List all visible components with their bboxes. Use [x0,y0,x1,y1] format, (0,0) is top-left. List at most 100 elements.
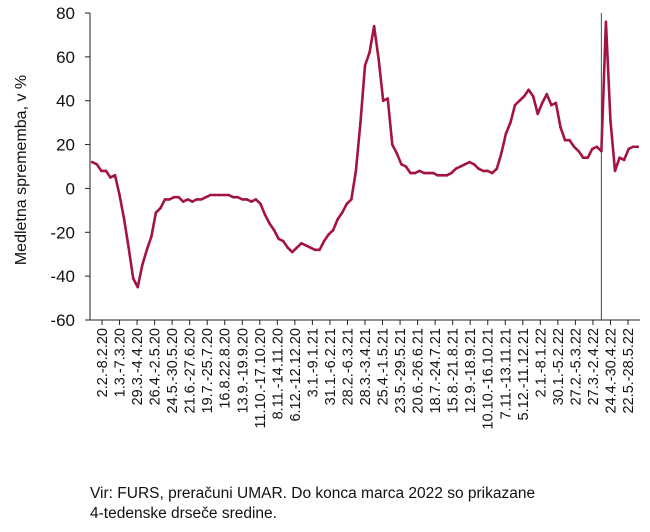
data-point [590,147,594,151]
series-layer [90,20,640,289]
data-point [477,167,480,170]
x-tick-label: 16.8.22.8.20 [218,328,234,409]
data-point [136,285,140,289]
data-point [368,51,371,54]
data-point [413,171,417,175]
data-point [359,121,362,124]
data-point [118,193,121,197]
data-point [263,213,267,217]
data-point [313,248,317,252]
data-point [181,200,185,203]
data-point [509,121,512,124]
data-point [90,160,94,164]
x-tick-label: 27.2.-5.3.22 [568,328,584,405]
data-point [295,246,299,249]
data-point [218,193,221,197]
y-tick-label: 80 [56,4,75,23]
data-point [390,143,394,146]
y-tick-label: -40 [50,267,75,286]
data-point [450,171,453,175]
x-tick-label: 5.12.-11.12.21 [516,328,532,420]
data-point [172,195,176,199]
data-point [563,138,567,142]
data-point [490,171,494,175]
x-tick-label: 12.9.-18.9.21 [463,328,479,413]
data-point [550,103,553,107]
x-tick-label: 24.4.-30.4.22 [603,328,619,413]
data-point [522,95,526,98]
data-point [554,101,558,105]
data-point [636,145,640,149]
data-point [318,248,321,252]
data-point [568,138,571,142]
data-point [581,156,585,160]
data-point [613,169,617,173]
x-tick-label: 6.12.-12.12.20 [288,328,304,422]
data-point [122,217,126,221]
data-point [113,173,117,177]
data-point [254,198,258,201]
x-tick-label: 20.6.-26.6.21 [411,328,427,413]
data-point [540,101,544,105]
data-point [459,165,462,168]
y-axis: -60 -40 -20 0 20 40 60 80 [50,4,91,330]
data-point [445,173,449,177]
data-point [504,132,508,135]
y-tick-label: -60 [50,311,75,330]
data-point [531,95,535,98]
data-point [577,149,580,153]
data-point [427,171,430,175]
data-point [186,198,190,201]
data-point [286,246,290,249]
data-point [572,145,576,149]
x-tick-label: 26.4.-2.5.20 [148,328,164,405]
data-point [209,193,212,197]
x-tick-label: 22.5.-28.5.22 [621,328,637,413]
data-point [231,195,235,199]
data-point [372,24,376,28]
x-tick-label: 19.7.-25.7.20 [200,328,216,413]
x-tick-label: 25.4.-1.5.21 [376,328,392,405]
x-tick-label: 28.3.-3.4.21 [358,328,374,405]
data-point [559,125,562,129]
data-point [331,228,335,232]
x-tick-label: 1.3.-7.3.20 [113,328,129,397]
data-point [513,103,517,107]
data-point [236,195,240,199]
data-point [609,119,612,122]
data-point [595,145,599,149]
x-tick-label: 21.6.-27.6.20 [183,328,199,413]
x-tick-label: 23.5.-29.5.21 [393,328,409,413]
data-point [422,171,426,175]
data-point [290,250,294,254]
data-point [259,202,262,206]
x-tick-label: 8.11.-14.11.20 [270,328,286,419]
y-tick-label: -20 [50,223,75,242]
y-tick-label: 60 [56,48,75,67]
data-point [240,198,244,201]
data-point [386,97,390,100]
data-point [418,169,421,173]
source-line-2: 4-tedenske drseče sredine. [90,505,277,522]
x-tick-label: 30.1.-5.2.22 [551,328,567,405]
data-point [304,244,308,247]
data-point [140,263,144,267]
x-tick-label: 2.2.-8.2.20 [95,328,111,397]
data-point [95,163,99,166]
x-tick-label: 27.3.-2.4.22 [586,328,602,405]
data-point [177,195,180,199]
data-point [154,211,158,214]
data-point [127,246,130,249]
x-tick-label: 7.11.-13.11.21 [498,328,514,419]
x-tick-label: 28.2.-6.3.21 [340,328,356,405]
data-point [150,235,153,238]
data-point [377,57,380,61]
data-point [195,198,199,201]
x-tick-label: 10.10.-16.10.21 [481,328,497,430]
data-point [622,158,626,162]
data-point [409,171,412,175]
data-point [100,169,103,173]
x-tick-label: 11.10.-17.10.20 [253,328,269,429]
data-point [486,169,490,173]
data-point [227,193,230,197]
